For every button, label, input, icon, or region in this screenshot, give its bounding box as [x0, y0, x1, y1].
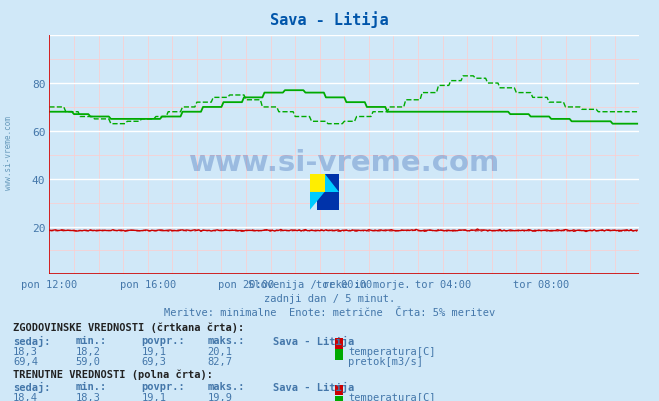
Polygon shape — [310, 192, 325, 211]
Text: povpr.:: povpr.: — [142, 381, 185, 391]
Text: Sava - Litija: Sava - Litija — [270, 11, 389, 28]
Text: Sava - Litija: Sava - Litija — [273, 381, 355, 392]
Text: 82,7: 82,7 — [208, 356, 233, 367]
Text: Meritve: minimalne  Enote: metrične  Črta: 5% meritev: Meritve: minimalne Enote: metrične Črta:… — [164, 308, 495, 318]
Text: maks.:: maks.: — [208, 335, 245, 345]
Text: ZGODOVINSKE VREDNOSTI (črtkana črta):: ZGODOVINSKE VREDNOSTI (črtkana črta): — [13, 322, 244, 332]
Text: 19,1: 19,1 — [142, 346, 167, 356]
Text: pretok[m3/s]: pretok[m3/s] — [348, 356, 423, 367]
Text: 18,2: 18,2 — [76, 346, 101, 356]
Text: www.si-vreme.com: www.si-vreme.com — [188, 149, 500, 176]
Text: 18,4: 18,4 — [13, 392, 38, 401]
Text: temperatura[C]: temperatura[C] — [348, 346, 436, 356]
Text: 69,4: 69,4 — [13, 356, 38, 367]
Text: 19,1: 19,1 — [142, 392, 167, 401]
Text: povpr.:: povpr.: — [142, 335, 185, 345]
Text: min.:: min.: — [76, 335, 107, 345]
Text: 69,3: 69,3 — [142, 356, 167, 367]
Text: sedaj:: sedaj: — [13, 381, 51, 392]
Text: min.:: min.: — [76, 381, 107, 391]
Bar — [325, 174, 339, 192]
Text: Sava - Litija: Sava - Litija — [273, 335, 355, 346]
Text: sedaj:: sedaj: — [13, 335, 51, 346]
Text: zadnji dan / 5 minut.: zadnji dan / 5 minut. — [264, 294, 395, 304]
Text: 19,9: 19,9 — [208, 392, 233, 401]
Bar — [310, 174, 325, 192]
Text: 20,1: 20,1 — [208, 346, 233, 356]
Polygon shape — [325, 174, 339, 192]
Bar — [317, 192, 339, 211]
Text: 18,3: 18,3 — [13, 346, 38, 356]
Text: temperatura[C]: temperatura[C] — [348, 392, 436, 401]
Text: 18,3: 18,3 — [76, 392, 101, 401]
Text: TRENUTNE VREDNOSTI (polna črta):: TRENUTNE VREDNOSTI (polna črta): — [13, 369, 213, 379]
Text: 59,0: 59,0 — [76, 356, 101, 367]
Text: Slovenija / reke in morje.: Slovenija / reke in morje. — [248, 279, 411, 290]
Text: maks.:: maks.: — [208, 381, 245, 391]
Text: www.si-vreme.com: www.si-vreme.com — [4, 115, 13, 189]
